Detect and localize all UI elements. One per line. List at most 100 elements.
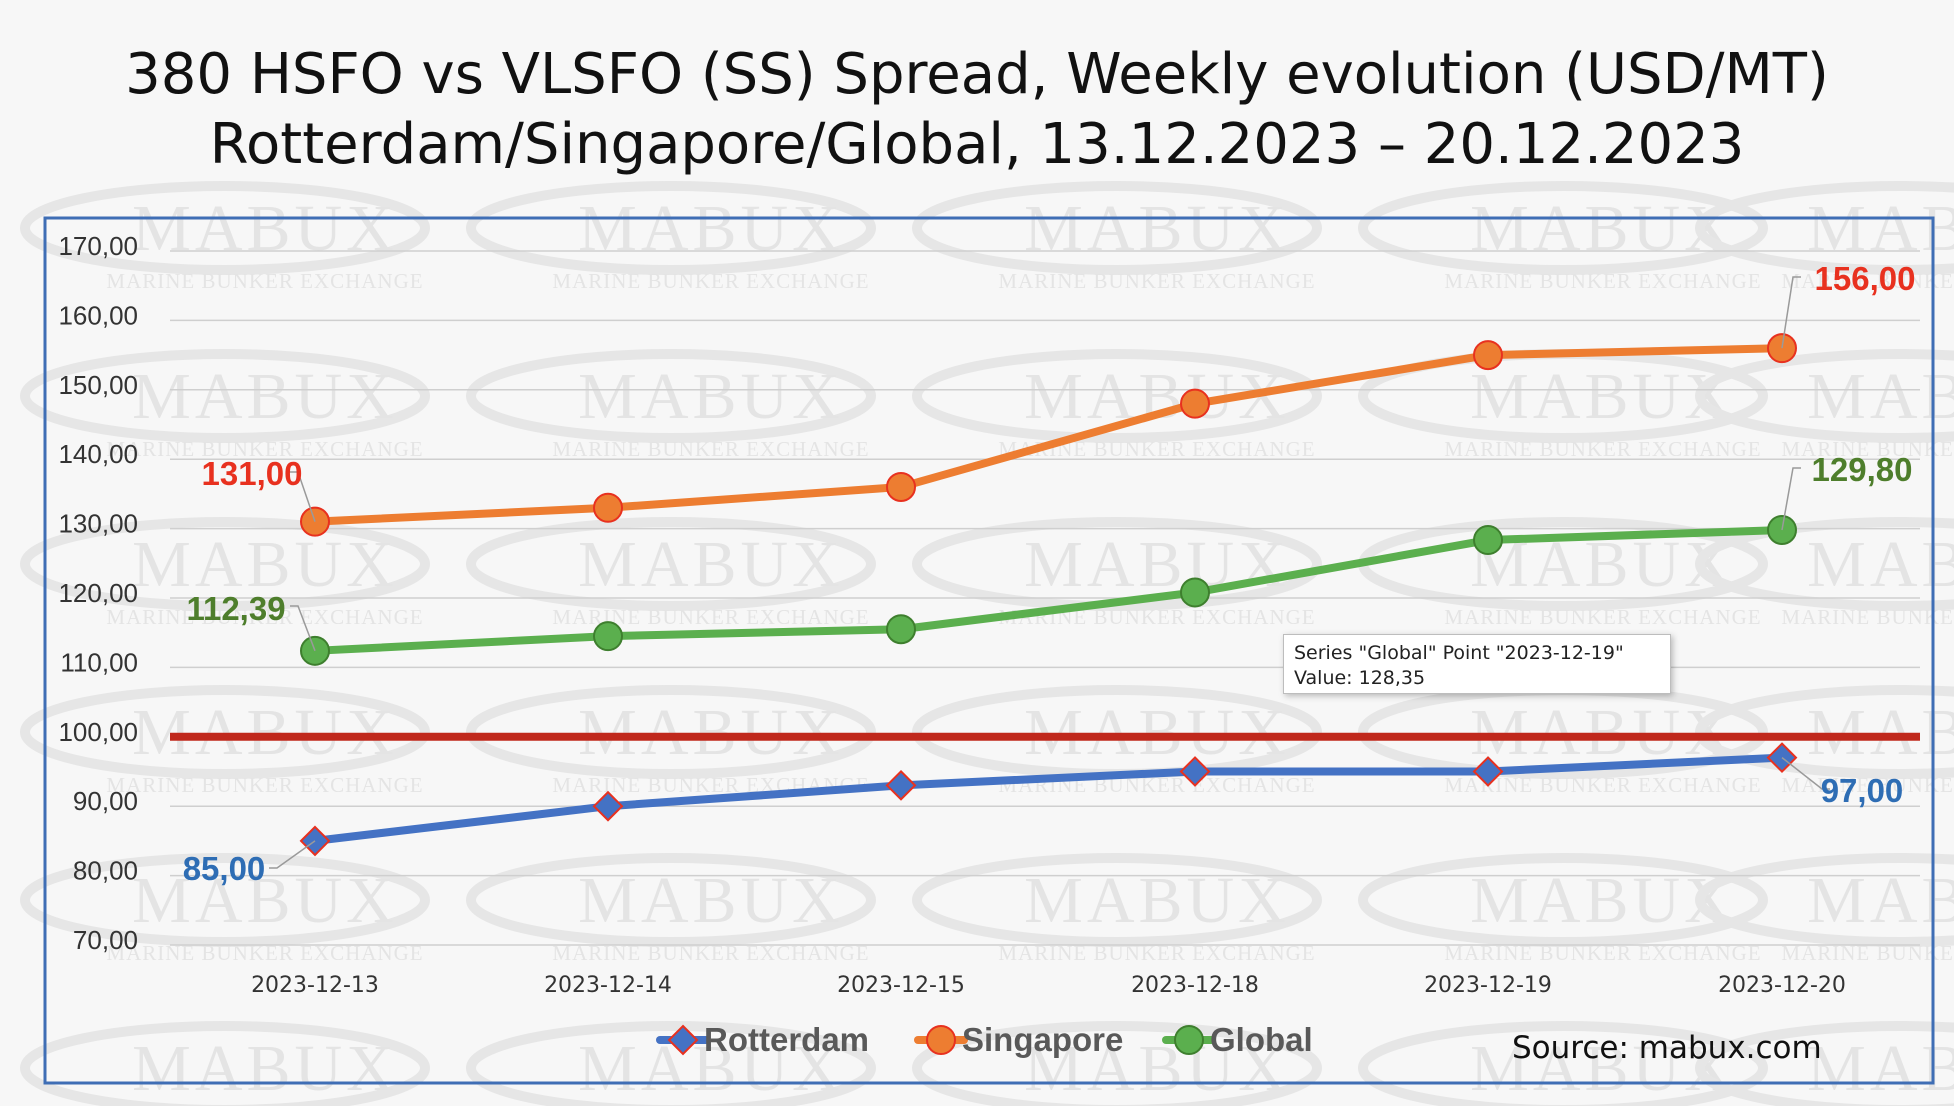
watermark-logo: MABUX bbox=[132, 528, 398, 601]
watermark-logo: MABUX bbox=[1470, 192, 1736, 265]
legend-item-rotterdam[interactable]: Rotterdam bbox=[656, 1021, 869, 1058]
legend-item-singapore[interactable]: Singapore bbox=[914, 1021, 1123, 1058]
watermark-subtitle: MARINE BUNKER EXCHANGE bbox=[106, 605, 423, 629]
watermark-swoosh bbox=[1695, 349, 1954, 443]
data-point-global bbox=[1180, 577, 1210, 608]
data-point-singapore bbox=[886, 471, 916, 502]
watermark-swoosh bbox=[912, 181, 1322, 275]
leader-line bbox=[290, 471, 316, 522]
series-global bbox=[300, 514, 1797, 666]
data-label: 129,80 bbox=[1812, 451, 1913, 488]
data-label: 85,00 bbox=[183, 850, 266, 887]
x-tick-label: 2023-12-14 bbox=[544, 973, 672, 998]
watermark-swoosh bbox=[1695, 181, 1954, 275]
watermark-logo: MABUX bbox=[1807, 1032, 1954, 1105]
watermark-logo: MABUX bbox=[1470, 1032, 1736, 1105]
watermark-swoosh bbox=[20, 349, 430, 443]
y-tick-label: 90,00 bbox=[73, 786, 138, 816]
watermark-swoosh bbox=[466, 853, 876, 947]
chart-title-line2: Rotterdam/Singapore/Global, 13.12.2023 –… bbox=[209, 112, 1745, 177]
watermark-logo: MABUX bbox=[132, 192, 398, 265]
series-rotterdam bbox=[299, 742, 1798, 857]
x-tick-label: 2023-12-20 bbox=[1718, 973, 1846, 998]
tooltip-value: Value: 128,35 bbox=[1294, 667, 1426, 689]
series-singapore bbox=[300, 333, 1797, 537]
watermark-subtitle: MARINE BUNKER EXCHANGE bbox=[1781, 605, 1954, 629]
watermark-logo: MABUX bbox=[1470, 360, 1736, 433]
y-tick-label: 140,00 bbox=[58, 439, 138, 469]
y-tick-label: 70,00 bbox=[73, 925, 138, 955]
y-tick-label: 110,00 bbox=[60, 647, 138, 677]
chart-title-line1: 380 HSFO vs VLSFO (SS) Spread, Weekly ev… bbox=[125, 42, 1829, 107]
watermark-swoosh bbox=[466, 685, 876, 779]
data-point-rotterdam bbox=[885, 769, 917, 801]
watermark-swoosh bbox=[1695, 853, 1954, 947]
watermark-swoosh bbox=[20, 181, 430, 275]
tooltip-series-point: Series "Global" Point "2023-12-19" bbox=[1294, 642, 1624, 664]
watermark-swoosh bbox=[20, 853, 430, 947]
watermark-swoosh bbox=[20, 685, 430, 779]
data-point-global bbox=[593, 621, 623, 652]
data-point-singapore bbox=[593, 492, 623, 523]
watermark-swoosh bbox=[1358, 853, 1768, 947]
watermark-swoosh bbox=[1695, 685, 1954, 779]
watermark-logo: MABUX bbox=[578, 360, 844, 433]
watermark-subtitle: MARINE BUNKER EXCHANGE bbox=[1444, 269, 1761, 293]
watermark-logo: MABUX bbox=[1024, 192, 1290, 265]
watermark-swoosh bbox=[466, 517, 876, 611]
leader-line bbox=[1781, 467, 1801, 531]
y-tick-label: 80,00 bbox=[73, 856, 138, 886]
watermark-swoosh bbox=[1358, 181, 1768, 275]
watermark-subtitle: MARINE BUNKER EXCHANGE bbox=[1781, 437, 1954, 461]
data-point-rotterdam bbox=[592, 790, 624, 822]
watermark-logo: MABUX bbox=[1807, 528, 1954, 601]
legend-item-global[interactable]: Global bbox=[1162, 1021, 1313, 1058]
legend-marker-icon bbox=[667, 1024, 699, 1056]
legend-label: Rotterdam bbox=[704, 1021, 869, 1058]
legend[interactable]: Rotterdam Singapore Global bbox=[656, 1021, 1313, 1058]
watermark-logo: MABUX bbox=[1024, 1032, 1290, 1105]
y-axis: 70,00 80,00 90,00 100,00 110,00 120,00 130,00 1… bbox=[58, 231, 138, 955]
series-line-rotterdam bbox=[311, 753, 1786, 845]
data-point-singapore bbox=[1180, 388, 1210, 419]
hover-tooltip: Series "Global" Point "2023-12-19" Value… bbox=[1283, 634, 1671, 694]
data-point-rotterdam bbox=[1179, 756, 1211, 787]
leader-line bbox=[290, 605, 316, 652]
x-tick-label: 2023-12-19 bbox=[1424, 973, 1552, 998]
watermark-subtitle: MARINE BUNKER EXCHANGE bbox=[552, 269, 869, 293]
legend-marker-icon bbox=[926, 1025, 956, 1055]
data-label: 112,39 bbox=[186, 590, 285, 627]
watermark-logo: MABUX bbox=[578, 1032, 844, 1105]
series-line-global bbox=[311, 525, 1786, 655]
watermark-swoosh bbox=[20, 1021, 430, 1106]
watermark-subtitle: MARINE BUNKER EXCHANGE bbox=[106, 269, 423, 293]
watermark-swoosh bbox=[466, 349, 876, 443]
y-tick-label: 100,00 bbox=[58, 717, 138, 747]
leader-line bbox=[269, 840, 316, 869]
watermark-logo: MABUX bbox=[1470, 696, 1736, 769]
data-point-global bbox=[886, 614, 916, 645]
y-tick-label: 160,00 bbox=[58, 300, 138, 330]
data-label: 156,00 bbox=[1815, 260, 1916, 297]
source-note: Source: mabux.com bbox=[1512, 1030, 1822, 1066]
watermark-swoosh bbox=[912, 349, 1322, 443]
data-label: 97,00 bbox=[1821, 772, 1904, 809]
watermark-subtitle: MARINE BUNKER EXCHANGE bbox=[1781, 269, 1954, 293]
watermark-logo: MABUX bbox=[132, 360, 398, 433]
series-layer bbox=[299, 333, 1798, 857]
watermark-swoosh bbox=[1695, 1021, 1954, 1106]
watermark-subtitle: MARINE BUNKER EXCHANGE bbox=[106, 773, 423, 797]
y-tick-label: 120,00 bbox=[58, 578, 138, 608]
watermark-logo: MABUX bbox=[1024, 528, 1290, 601]
data-point-global bbox=[1473, 525, 1503, 556]
legend-label: Singapore bbox=[962, 1021, 1123, 1058]
watermark-logo: MABUX bbox=[578, 528, 844, 601]
watermark-logo: MABUX bbox=[1807, 696, 1954, 769]
series-line-singapore bbox=[311, 344, 1786, 526]
y-tick-label: 130,00 bbox=[58, 509, 138, 539]
watermark-logo: MABUX bbox=[132, 1032, 398, 1105]
legend-marker-icon bbox=[1174, 1025, 1204, 1055]
watermark-logo: MABUX bbox=[578, 192, 844, 265]
watermark-layer: MABUX MARINE BUNKER EXCHANGE MABUX MARINE B… bbox=[20, 181, 1954, 1106]
